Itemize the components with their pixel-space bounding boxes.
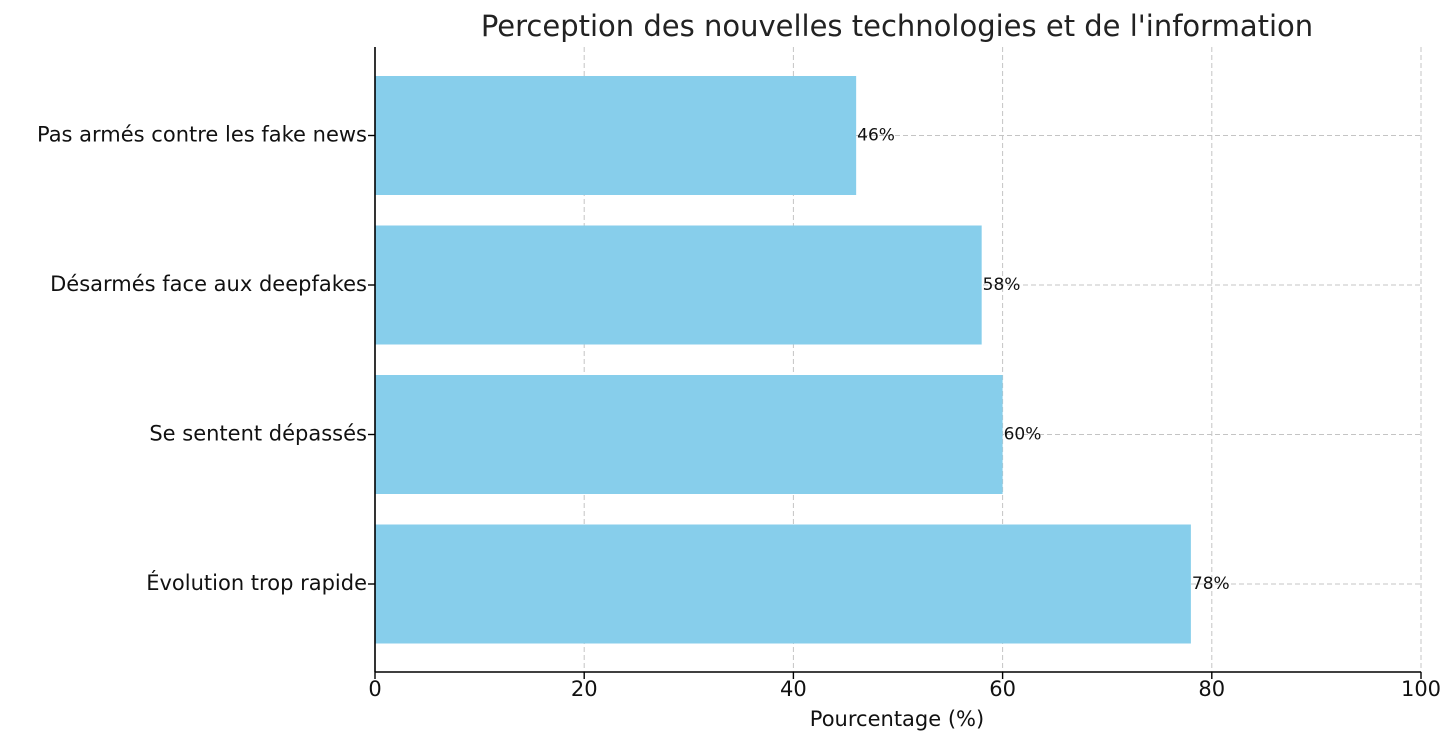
x-tick-labels: 0 20 40 60 80 100 bbox=[368, 677, 1441, 701]
x-tick-label: 20 bbox=[571, 677, 598, 701]
axes bbox=[368, 47, 1422, 679]
category-label: Se sentent dépassés bbox=[149, 422, 367, 446]
bar bbox=[375, 524, 1191, 644]
bar bbox=[375, 76, 857, 195]
x-axis-label: Pourcentage (%) bbox=[810, 707, 984, 731]
category-label: Évolution trop rapide bbox=[146, 570, 367, 595]
bar bbox=[375, 225, 982, 345]
data-labels: 46% 58% 60% 78% bbox=[857, 126, 1230, 595]
x-tick-label: 60 bbox=[989, 677, 1016, 701]
data-label: 58% bbox=[983, 275, 1021, 295]
bar bbox=[375, 375, 1003, 494]
data-label: 46% bbox=[857, 126, 895, 146]
x-tick-label: 40 bbox=[780, 677, 807, 701]
bars bbox=[375, 76, 1191, 644]
x-tick-label: 100 bbox=[1401, 677, 1441, 701]
data-label: 60% bbox=[1004, 425, 1042, 445]
category-label: Désarmés face aux deepfakes bbox=[50, 272, 367, 296]
x-tick-label: 0 bbox=[368, 677, 381, 701]
category-labels: Pas armés contre les fake news Désarmés f… bbox=[37, 123, 367, 596]
chart-title: Perception des nouvelles technologies et… bbox=[481, 9, 1313, 43]
x-tick-label: 80 bbox=[1198, 677, 1225, 701]
category-label: Pas armés contre les fake news bbox=[37, 123, 367, 147]
data-label: 78% bbox=[1192, 574, 1230, 594]
